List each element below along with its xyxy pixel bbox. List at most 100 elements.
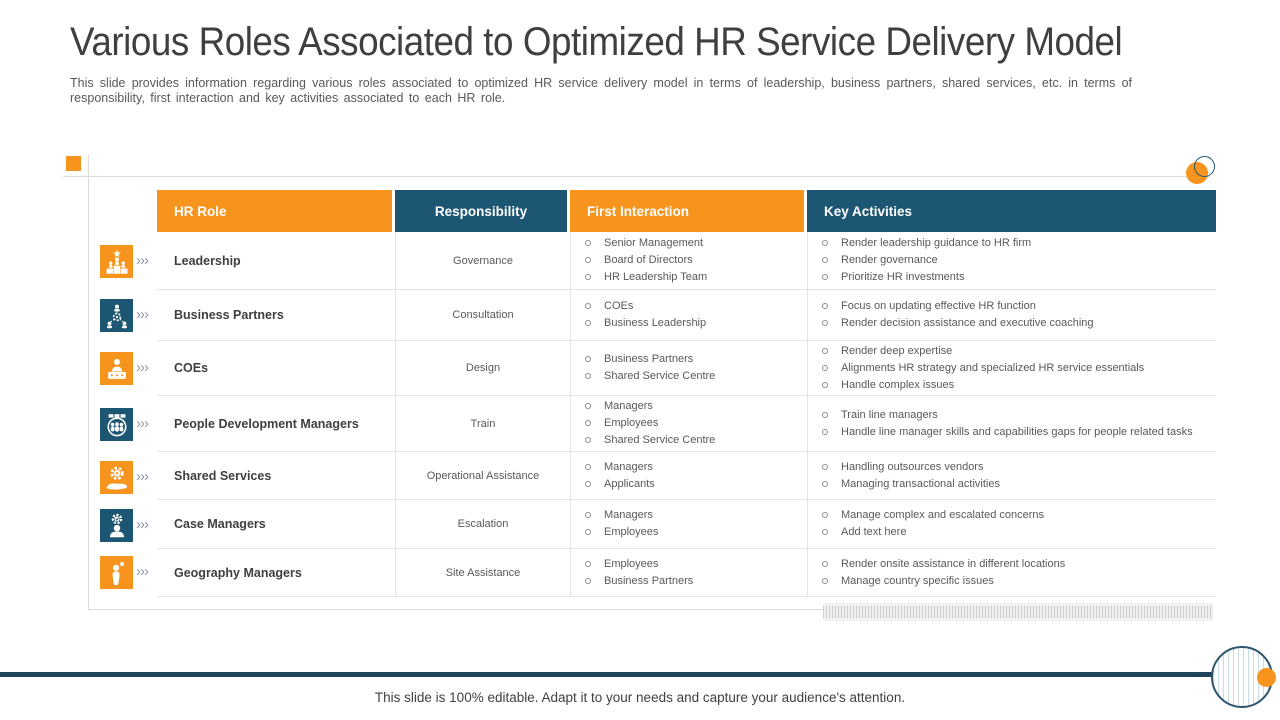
responsibility-value: Train <box>395 396 570 452</box>
footer-note: This slide is 100% editable. Adapt it to… <box>374 690 906 705</box>
bullet-icon <box>585 303 591 309</box>
row-icon-coes <box>100 352 133 385</box>
orange-square-accent <box>66 156 81 171</box>
bullet-icon <box>822 347 828 354</box>
role-label: Leadership <box>157 232 395 290</box>
list-item: Employees <box>585 417 799 430</box>
slide-description: This slide provides information regardin… <box>70 76 1132 105</box>
list-item: Prioritize HR investments <box>822 271 1208 284</box>
coes-expert-icon <box>107 358 126 379</box>
bullet-icon <box>585 529 591 535</box>
key-activities-list: Focus on updating effective HR function … <box>807 290 1216 341</box>
case-manager-gear-icon <box>109 513 124 537</box>
business-partners-orgchart-icon <box>106 304 127 328</box>
responsibility-value: Site Assistance <box>395 549 570 597</box>
list-item-text: Employees <box>604 526 659 538</box>
list-item-text: Manage complex and escalated concerns <box>841 509 1045 521</box>
bullet-icon <box>585 403 591 409</box>
list-item-text: Render decision assistance and executive… <box>841 317 1094 329</box>
list-item-text: COEs <box>604 300 634 312</box>
list-item: Train line managers <box>822 409 1208 422</box>
list-item: COEs <box>585 300 799 313</box>
list-item-text: Board of Directors <box>604 254 693 266</box>
geography-manager-pin-icon <box>112 561 124 585</box>
leadership-podium-icon <box>106 249 127 274</box>
column-header-hr-role: HR Role <box>157 190 395 232</box>
chevron-right-icon: ››› <box>136 415 149 432</box>
bullet-icon <box>585 257 591 263</box>
list-item: Focus on updating effective HR function <box>822 300 1208 313</box>
list-item: Handling outsources vendors <box>822 461 1208 474</box>
list-item: Manage country specific issues <box>822 575 1208 588</box>
bullet-icon <box>585 274 591 280</box>
list-item: Add text here <box>822 526 1208 539</box>
key-activities-list: Handling outsources vendors Managing tra… <box>807 452 1216 500</box>
role-label: COEs <box>157 341 395 396</box>
hr-roles-table: HR Role Responsibility First Interaction… <box>157 190 1216 597</box>
bullet-icon <box>585 240 591 246</box>
responsibility-value: Operational Assistance <box>395 452 570 500</box>
list-item-text: Senior Management <box>604 237 704 249</box>
list-item: Managers <box>585 461 799 474</box>
shared-services-hand-gear-icon <box>106 466 127 490</box>
role-label: People Development Managers <box>157 396 395 452</box>
responsibility-value: Design <box>395 341 570 396</box>
list-item-text: Train line managers <box>841 408 938 421</box>
row-icon-shared-services <box>100 461 133 494</box>
list-item-text: Render onsite assistance in different lo… <box>841 557 1066 570</box>
bullet-icon <box>585 480 591 487</box>
list-item: Business Partners <box>585 353 799 366</box>
list-item: Business Leadership <box>585 317 799 330</box>
key-activities-list: Manage complex and escalated concerns Ad… <box>807 500 1216 549</box>
bullet-icon <box>822 463 828 470</box>
bullet-icon <box>585 420 591 426</box>
list-item: Manage complex and escalated concerns <box>822 509 1208 522</box>
row-icon-business-partners <box>100 299 133 332</box>
blue-ring-accent <box>1194 156 1215 177</box>
column-header-responsibility: Responsibility <box>395 190 570 232</box>
bullet-icon <box>822 428 828 435</box>
list-item-text: Shared Service Centre <box>604 370 716 382</box>
responsibility-value: Escalation <box>395 500 570 549</box>
list-item: Render leadership guidance to HR firm <box>822 237 1208 250</box>
row-icon-leadership <box>100 245 133 278</box>
bullet-icon <box>822 560 828 567</box>
frame-top-line <box>63 176 1210 177</box>
bullet-icon <box>585 356 591 362</box>
row-icon-geography-managers <box>100 556 133 589</box>
list-item-text: Render governance <box>841 254 938 266</box>
bullet-icon <box>585 463 591 470</box>
bullet-icon <box>585 560 591 567</box>
bullet-icon <box>822 577 828 584</box>
list-item-text: Managing transactional activities <box>841 477 1000 490</box>
bullet-icon <box>822 320 828 326</box>
chevron-right-icon: ››› <box>136 468 149 485</box>
first-interaction-list: Business Partners Shared Service Centre <box>570 341 807 396</box>
list-item-text: Alignments HR strategy and specialized H… <box>841 361 1145 374</box>
frame-vertical-line <box>88 155 89 610</box>
list-item: Managers <box>585 509 799 522</box>
bullet-icon <box>822 303 828 309</box>
list-item: Business Partners <box>585 575 799 588</box>
row-icon-case-managers <box>100 509 133 542</box>
bullet-icon <box>822 364 828 371</box>
list-item: Employees <box>585 558 799 571</box>
list-item: Shared Service Centre <box>585 370 799 383</box>
row-icon-people-development <box>100 408 133 441</box>
list-item-text: Business Partners <box>604 574 694 587</box>
list-item-text: Prioritize HR investments <box>841 271 965 283</box>
orange-dot-decoration <box>1257 668 1276 687</box>
first-interaction-list: Employees Business Partners <box>570 549 807 597</box>
key-activities-list: Render leadership guidance to HR firm Re… <box>807 232 1216 290</box>
list-item-text: Render deep expertise <box>841 344 953 357</box>
list-item: Handle complex issues <box>822 379 1208 392</box>
list-item-text: Add text here <box>841 526 907 538</box>
bullet-icon <box>822 381 828 388</box>
bullet-icon <box>822 274 828 280</box>
bullet-icon <box>822 480 828 487</box>
footer-divider-line <box>0 672 1212 677</box>
frame-bottom-line <box>88 609 1213 610</box>
list-item: Applicants <box>585 478 799 491</box>
bullet-icon <box>822 411 828 418</box>
chevron-right-icon: ››› <box>136 306 149 323</box>
